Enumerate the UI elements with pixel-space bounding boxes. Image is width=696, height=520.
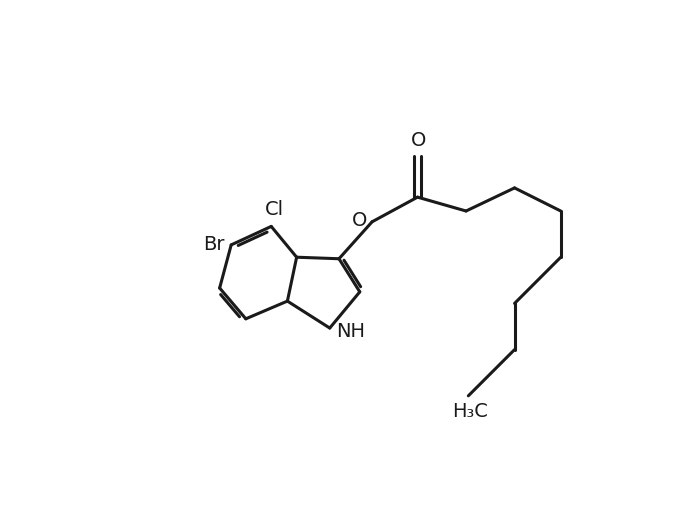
Text: Br: Br	[203, 236, 225, 254]
Text: O: O	[411, 131, 426, 150]
Text: H₃C: H₃C	[452, 402, 488, 421]
Text: O: O	[352, 211, 367, 230]
Text: Cl: Cl	[264, 200, 284, 219]
Text: NH: NH	[336, 322, 365, 341]
